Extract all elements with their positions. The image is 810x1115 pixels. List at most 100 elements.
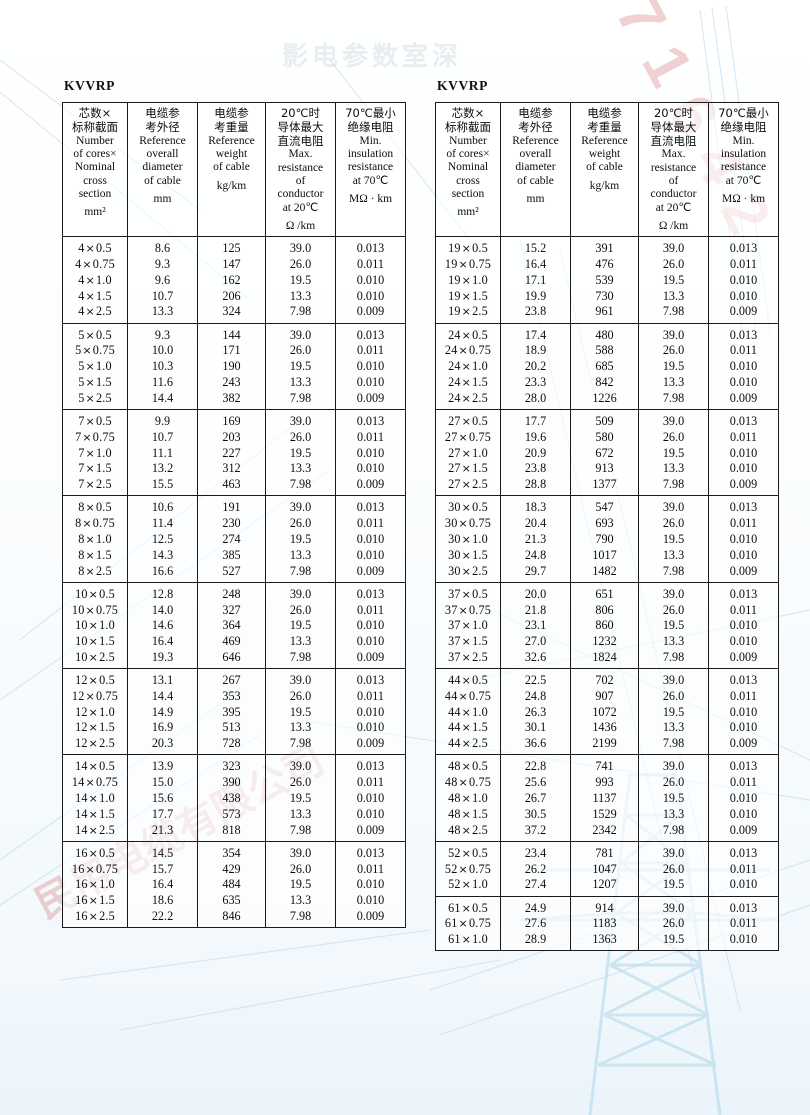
multiply-sign: × bbox=[85, 375, 95, 389]
header-en-line: insulation bbox=[347, 147, 394, 160]
multiply-sign: × bbox=[461, 462, 472, 476]
table-row: 8×0.5 10.6 191 39.0 0.013 bbox=[62, 495, 406, 516]
cell-value-1: 20.2 bbox=[500, 358, 571, 375]
cell-value-3: 26.0 bbox=[265, 860, 336, 877]
cell-value-1: 13.1 bbox=[127, 668, 198, 689]
table-row: 14×2.5 21.3 818 7.98 0.009 bbox=[62, 821, 406, 842]
multiply-sign: × bbox=[88, 587, 99, 601]
column-header-3: 20℃时 导体最大 直流电阻 Max. resistance of conductor at … bbox=[265, 101, 336, 238]
cell-value-3: 39.0 bbox=[638, 754, 709, 775]
table-row: 16×1.5 18.6 635 13.3 0.010 bbox=[62, 892, 406, 909]
multiply-sign: × bbox=[88, 674, 99, 688]
cell-value-2: 385 bbox=[197, 546, 266, 563]
cell-value-3: 7.98 bbox=[638, 649, 709, 669]
header-cn-line: 电缆参 bbox=[214, 106, 249, 120]
cell-value-3: 39.0 bbox=[265, 841, 336, 861]
cell-value-1: 13.9 bbox=[127, 754, 198, 775]
cell-value-2: 781 bbox=[570, 841, 639, 861]
multiply-sign: × bbox=[85, 862, 95, 876]
header-en-line: Number bbox=[449, 134, 487, 147]
cell-value-1: 9.9 bbox=[127, 409, 198, 429]
cell-value-3: 26.0 bbox=[638, 256, 709, 272]
cell-size: 30×1.0 bbox=[435, 531, 501, 547]
cell-value-1: 20.4 bbox=[500, 515, 571, 532]
table-row: 27×2.5 28.8 1377 7.98 0.009 bbox=[435, 476, 779, 496]
table-row: 5×1.0 10.3 190 19.5 0.010 bbox=[62, 358, 406, 375]
cell-value-4: 0.009 bbox=[708, 735, 779, 755]
cell-value-2: 162 bbox=[197, 271, 266, 288]
header-en-line: of cable bbox=[144, 174, 181, 187]
cell-value-3: 26.0 bbox=[265, 601, 336, 618]
cell-value-4: 0.010 bbox=[708, 719, 779, 736]
cell-value-4: 0.009 bbox=[335, 389, 406, 410]
header-row: 芯数× 标称截面 Number of cores× Nominal cross sectio… bbox=[435, 101, 779, 238]
cell-value-1: 10.7 bbox=[127, 428, 198, 445]
spec-group: 16×0.5 14.5 354 39.0 0.013 16×0.75 15.7 429 26.0… bbox=[62, 841, 406, 928]
cell-value-3: 13.3 bbox=[638, 633, 709, 650]
header-cn-line: 导体最大 bbox=[277, 119, 324, 134]
cell-value-1: 10.7 bbox=[127, 287, 198, 304]
cell-value-4: 0.011 bbox=[335, 601, 406, 618]
cell-size: 44×2.5 bbox=[435, 735, 501, 755]
multiply-sign: × bbox=[85, 776, 95, 790]
header-en-line: overall bbox=[519, 147, 552, 160]
cell-value-4: 0.013 bbox=[708, 409, 779, 429]
cell-size: 14×2.5 bbox=[62, 821, 128, 842]
header-en-line: at 20℃ bbox=[282, 201, 319, 214]
table-row: 10×0.75 14.0 327 26.0 0.011 bbox=[62, 601, 406, 618]
spec-group: 7×0.5 9.9 169 39.0 0.013 7×0.75 10.7 203 26.0 0.0… bbox=[62, 409, 406, 496]
table-row: 14×1.5 17.7 573 13.3 0.010 bbox=[62, 806, 406, 822]
header-en-line: diameter bbox=[515, 161, 556, 174]
cell-value-2: 588 bbox=[570, 342, 639, 359]
cell-value-3: 7.98 bbox=[638, 735, 709, 755]
header-en-line: of cores× bbox=[73, 147, 117, 160]
cell-value-3: 19.5 bbox=[265, 444, 336, 461]
cell-value-4: 0.010 bbox=[708, 271, 779, 288]
cell-size: 10×1.5 bbox=[62, 633, 128, 650]
table-row: 10×1.5 16.4 469 13.3 0.010 bbox=[62, 633, 406, 650]
multiply-sign: × bbox=[88, 760, 99, 774]
cell-value-3: 19.5 bbox=[638, 931, 709, 951]
cell-size: 30×0.5 bbox=[435, 495, 501, 516]
cell-value-4: 0.013 bbox=[335, 841, 406, 861]
cell-value-1: 36.6 bbox=[500, 735, 571, 755]
multiply-sign: × bbox=[85, 289, 95, 303]
header-cn-line: 芯数× bbox=[78, 106, 112, 120]
multiply-sign: × bbox=[85, 360, 95, 374]
cell-value-3: 19.5 bbox=[638, 271, 709, 288]
table-row: 19×1.5 19.9 730 13.3 0.010 bbox=[435, 287, 779, 304]
table-row: 12×1.5 16.9 513 13.3 0.010 bbox=[62, 719, 406, 736]
cell-value-1: 22.5 bbox=[500, 668, 571, 689]
cell-value-1: 37.2 bbox=[500, 821, 571, 842]
multiply-sign: × bbox=[461, 933, 472, 947]
cell-size: 37×1.5 bbox=[435, 633, 501, 650]
header-en-line: Reference bbox=[208, 134, 255, 147]
cell-size: 37×2.5 bbox=[435, 649, 501, 669]
spec-group: 19×0.5 15.2 391 39.0 0.013 19×0.75 16.4 476 26.0… bbox=[435, 236, 779, 324]
cell-value-1: 14.4 bbox=[127, 389, 198, 410]
cell-value-4: 0.010 bbox=[708, 876, 779, 897]
cell-value-2: 248 bbox=[197, 582, 266, 602]
cell-value-1: 19.9 bbox=[500, 287, 571, 304]
cell-value-3: 39.0 bbox=[265, 495, 336, 516]
table-row: 37×1.0 23.1 860 19.5 0.010 bbox=[435, 617, 779, 634]
cell-value-2: 741 bbox=[570, 754, 639, 775]
table-row: 7×2.5 15.5 463 7.98 0.009 bbox=[62, 476, 406, 496]
cell-value-2: 230 bbox=[197, 515, 266, 532]
cell-value-2: 1377 bbox=[570, 476, 639, 496]
cell-size: 44×1.5 bbox=[435, 719, 501, 736]
multiply-sign: × bbox=[85, 328, 95, 342]
cell-value-1: 14.5 bbox=[127, 841, 198, 861]
cell-value-4: 0.013 bbox=[708, 495, 779, 516]
spec-group: 37×0.5 20.0 651 39.0 0.013 37×0.75 21.8 806 26.0… bbox=[435, 582, 779, 669]
cell-value-1: 10.0 bbox=[127, 342, 198, 359]
table-row: 19×1.0 17.1 539 19.5 0.010 bbox=[435, 271, 779, 288]
cell-value-4: 0.009 bbox=[335, 562, 406, 583]
cell-value-4: 0.010 bbox=[335, 876, 406, 893]
cell-size: 30×2.5 bbox=[435, 562, 501, 583]
multiply-sign: × bbox=[461, 501, 472, 515]
cell-value-4: 0.009 bbox=[708, 649, 779, 669]
table-title-right: KVVRP bbox=[437, 78, 488, 93]
cell-value-1: 21.3 bbox=[500, 531, 571, 547]
cell-size: 7×0.5 bbox=[62, 409, 128, 429]
